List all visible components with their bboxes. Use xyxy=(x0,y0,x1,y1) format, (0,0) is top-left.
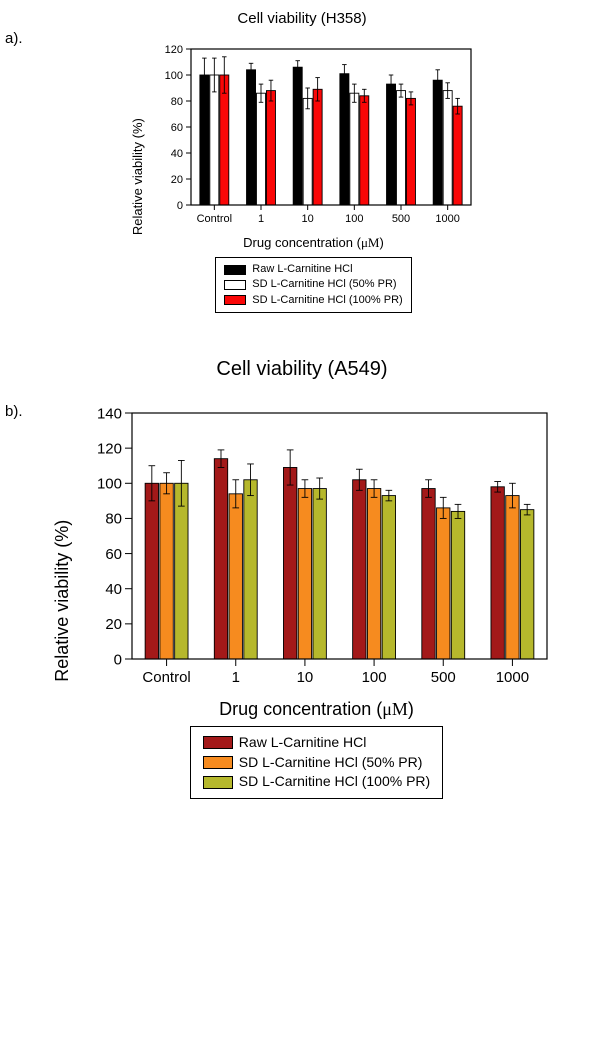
legend-item: SD L-Carnitine HCl (50% PR) xyxy=(224,277,402,292)
svg-text:80: 80 xyxy=(105,511,122,528)
panel-a-legend: Raw L-Carnitine HClSD L-Carnitine HCl (5… xyxy=(215,257,411,313)
legend-swatch xyxy=(203,736,233,749)
legend-swatch xyxy=(224,280,246,290)
legend-swatch xyxy=(224,295,246,305)
legend-item: Raw L-Carnitine HCl xyxy=(224,262,402,277)
svg-text:Control: Control xyxy=(142,669,190,686)
svg-text:1: 1 xyxy=(257,213,263,225)
panel-a-ylabel: Relative viability (%) xyxy=(126,41,149,313)
svg-text:1000: 1000 xyxy=(495,669,528,686)
svg-text:100: 100 xyxy=(96,476,121,493)
panel-b-legend: Raw L-Carnitine HClSD L-Carnitine HCl (5… xyxy=(190,726,443,799)
legend-label: Raw L-Carnitine HCl xyxy=(239,733,367,753)
panel-a-chart: 0 20 40 60 80 100 120 Control 1 10 100 500 1000 xyxy=(149,41,479,231)
svg-text:0: 0 xyxy=(176,200,182,212)
svg-text:500: 500 xyxy=(430,669,455,686)
svg-text:60: 60 xyxy=(170,122,182,134)
panel-a-title: Cell viability (H358) xyxy=(5,10,599,27)
legend-item: SD L-Carnitine HCl (100% PR) xyxy=(224,293,402,308)
legend-label: SD L-Carnitine HCl (100% PR) xyxy=(239,772,430,792)
legend-swatch xyxy=(203,776,233,789)
legend-label: SD L-Carnitine HCl (50% PR) xyxy=(252,277,396,292)
svg-text:40: 40 xyxy=(105,581,122,598)
legend-label: SD L-Carnitine HCl (100% PR) xyxy=(252,293,402,308)
svg-text:80: 80 xyxy=(170,96,182,108)
svg-text:140: 140 xyxy=(96,405,121,422)
legend-label: SD L-Carnitine HCl (50% PR) xyxy=(239,753,423,773)
svg-text:40: 40 xyxy=(170,148,182,160)
svg-text:10: 10 xyxy=(296,669,313,686)
panel-a-xlabel: Drug concentration (μM) xyxy=(149,235,479,251)
svg-text:10: 10 xyxy=(301,213,313,225)
svg-text:60: 60 xyxy=(105,546,122,563)
panel-b: b). Cell viability (A549) Relative viabi… xyxy=(5,358,599,799)
svg-text:20: 20 xyxy=(170,174,182,186)
svg-text:100: 100 xyxy=(345,213,363,225)
svg-text:100: 100 xyxy=(361,669,386,686)
panel-b-xlabel: Drug concentration (μM) xyxy=(77,699,557,720)
svg-text:1: 1 xyxy=(231,669,239,686)
legend-item: SD L-Carnitine HCl (100% PR) xyxy=(203,772,430,792)
panel-a: a). Cell viability (H358) Relative viabi… xyxy=(5,10,599,313)
svg-text:0: 0 xyxy=(113,651,121,668)
panel-a-label: a). xyxy=(5,30,23,47)
svg-text:20: 20 xyxy=(105,616,122,633)
legend-swatch xyxy=(203,756,233,769)
legend-item: SD L-Carnitine HCl (50% PR) xyxy=(203,753,430,773)
panel-b-label: b). xyxy=(5,403,23,420)
legend-swatch xyxy=(224,265,246,275)
svg-text:100: 100 xyxy=(164,70,182,82)
legend-item: Raw L-Carnitine HCl xyxy=(203,733,430,753)
legend-label: Raw L-Carnitine HCl xyxy=(252,262,352,277)
svg-text:120: 120 xyxy=(96,441,121,458)
svg-text:1000: 1000 xyxy=(435,213,459,225)
panel-b-title: Cell viability (A549) xyxy=(5,358,599,381)
svg-text:Control: Control xyxy=(196,213,231,225)
svg-text:500: 500 xyxy=(391,213,409,225)
panel-b-ylabel: Relative viability (%) xyxy=(48,403,77,799)
panel-b-chart: 0 20 40 60 80 100 120 140 Control 1 10 100 500 1000 xyxy=(77,403,557,693)
svg-text:120: 120 xyxy=(164,44,182,56)
